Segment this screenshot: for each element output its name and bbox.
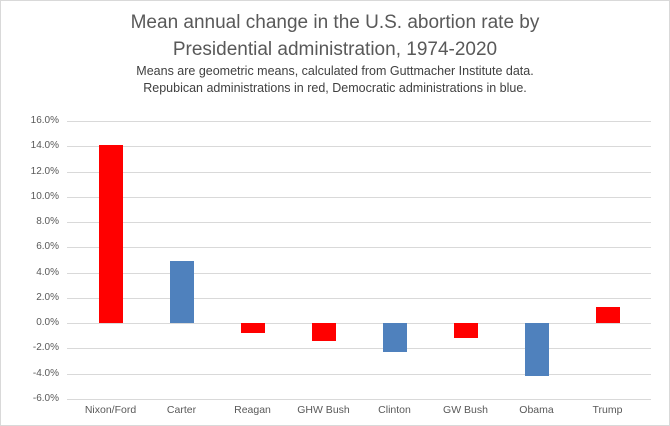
y-axis-tick-label: 10.0% <box>30 190 59 202</box>
x-axis-category-label: Trump <box>592 404 623 416</box>
gridline <box>67 348 651 350</box>
chart-subtitle: Means are geometric means, calculated fr… <box>1 63 669 97</box>
bar-gw-bush <box>453 323 478 339</box>
gridline <box>67 196 651 198</box>
chart-title-line2: Presidential administration, 1974-2020 <box>172 39 498 60</box>
chart-title: Mean annual change in the U.S. abortion … <box>1 9 669 63</box>
gridline <box>67 297 651 299</box>
y-axis-tick-label: 0.0% <box>36 317 59 329</box>
y-axis-tick-label: 16.0% <box>30 115 59 126</box>
y-axis-tick-label: 6.0% <box>36 241 59 253</box>
y-axis-tick-label: -6.0% <box>32 393 59 404</box>
gridline <box>67 272 651 274</box>
gridline <box>67 323 651 325</box>
gridline <box>67 171 651 173</box>
bar-clinton <box>382 323 407 353</box>
y-axis-tick-label: 2.0% <box>36 291 59 303</box>
x-axis-category-label: Obama <box>519 404 554 416</box>
gridline <box>67 373 651 375</box>
plot-area: 16.0% 14.0% 12.0% 10.0% 8.0% 6.0% 4.0% 2.0% 0.0%… <box>31 115 651 416</box>
bar-ghw-bush <box>311 323 336 341</box>
x-axis-category-label: GHW Bush <box>297 404 350 416</box>
gridline <box>67 146 651 148</box>
chart-subtitle-line1: Means are geometric means, calculated fr… <box>136 64 534 78</box>
x-axis-category-label: Clinton <box>378 404 411 416</box>
x-axis-category-label: Reagan <box>234 404 271 416</box>
y-axis-tick-label: 14.0% <box>30 140 59 152</box>
y-axis-tick-label: 12.0% <box>30 165 59 177</box>
chart-subtitle-line2: Repubican administrations in red, Democr… <box>143 81 527 95</box>
gridline <box>67 399 651 400</box>
bar-carter <box>169 261 194 324</box>
y-axis-tick-label: 4.0% <box>36 266 59 278</box>
bar-obama <box>524 323 549 377</box>
y-axis-tick-label: 8.0% <box>36 216 59 228</box>
x-axis-category-label: Carter <box>166 404 197 416</box>
x-axis-category-label: GW Bush <box>443 404 488 416</box>
y-axis-tick-label: -4.0% <box>32 367 59 379</box>
gridline <box>67 121 651 122</box>
gridline <box>67 222 651 224</box>
bar-reagan <box>240 323 265 334</box>
bar-nixon-ford <box>98 145 123 324</box>
y-axis-tick-label: -2.0% <box>32 342 59 354</box>
bar-trump <box>595 306 620 324</box>
x-axis-category-label: Nixon/Ford <box>84 404 137 416</box>
gridline <box>67 247 651 249</box>
chart-title-line1: Mean annual change in the U.S. abortion … <box>130 12 540 33</box>
